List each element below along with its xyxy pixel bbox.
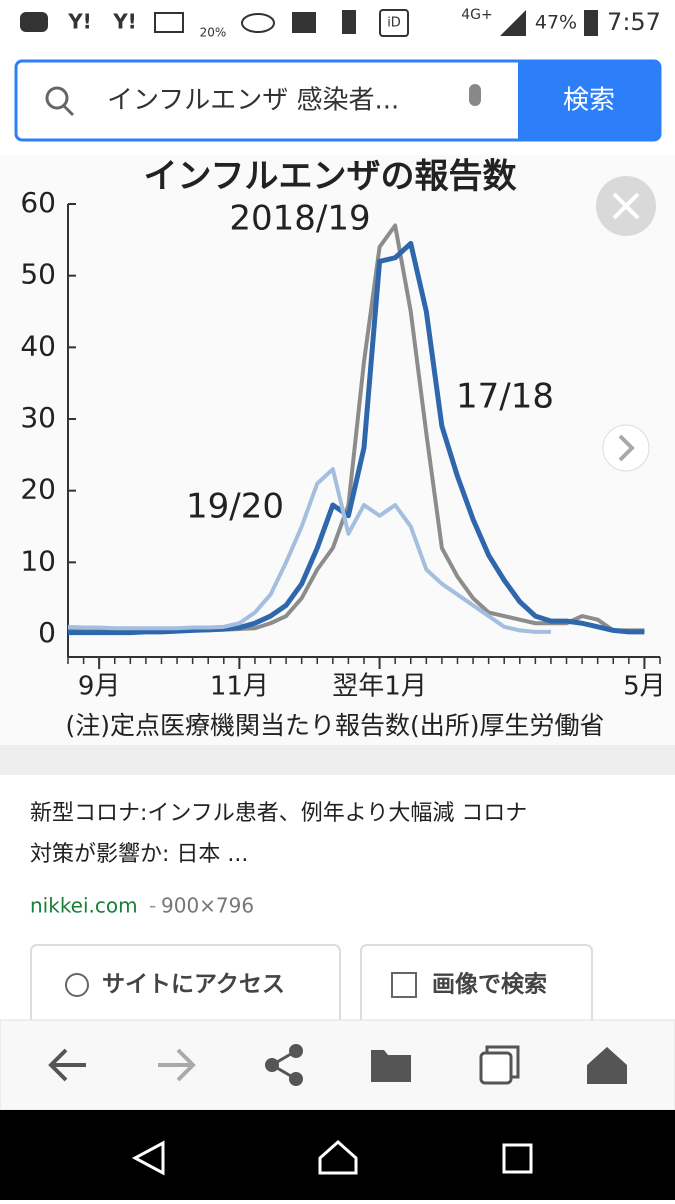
id-icon bbox=[379, 9, 409, 37]
series-label: 19/20 bbox=[186, 487, 284, 527]
forward-button[interactable] bbox=[158, 1048, 196, 1082]
yahoo-icon: Y! bbox=[67, 10, 92, 34]
series-label: 17/18 bbox=[456, 377, 554, 417]
series-line bbox=[68, 240, 645, 636]
id-text: iD bbox=[387, 16, 401, 31]
image-icon bbox=[292, 12, 316, 33]
result-source[interactable]: nikkei.com bbox=[30, 894, 138, 918]
y-tick-label: 0 bbox=[38, 616, 56, 649]
chat-icon bbox=[20, 12, 48, 32]
weather-text: 20% bbox=[200, 26, 227, 40]
chart-image[interactable] bbox=[0, 155, 675, 745]
mail-icon bbox=[154, 12, 184, 33]
y-tick-label: 10 bbox=[20, 544, 56, 577]
y-tick-label: 20 bbox=[20, 473, 56, 506]
back-button[interactable] bbox=[48, 1048, 86, 1082]
yahoo-icon: Y! bbox=[112, 10, 137, 34]
y-tick-label: 60 bbox=[20, 186, 56, 219]
search-button-label[interactable]: 検索 bbox=[563, 86, 615, 116]
result-title[interactable]: 新型コロナ:インフル患者、例年より大幅減 コロナ bbox=[30, 801, 527, 826]
separator: - bbox=[149, 894, 156, 918]
series-label: 2018/19 bbox=[229, 199, 370, 239]
next-icon bbox=[618, 434, 635, 462]
image-search-icon bbox=[391, 972, 417, 998]
image-search-label[interactable]: 画像で検索 bbox=[432, 971, 547, 998]
series-line bbox=[67, 467, 551, 634]
y-tick-label: 50 bbox=[20, 258, 56, 291]
cloud-icon bbox=[241, 13, 275, 33]
result-title[interactable]: 対策が影響か: 日本 ... bbox=[30, 842, 248, 867]
system-back[interactable] bbox=[131, 1140, 165, 1176]
chart: インフルエンザの報告数 0 10 20 30 40 50 60 9月 11月 翌年1月 5月 2018/… bbox=[20, 157, 665, 741]
bookmarks-button[interactable] bbox=[371, 1050, 411, 1082]
x-tick-label: 9月 bbox=[78, 672, 121, 702]
phone-icon bbox=[342, 10, 356, 34]
mic-icon[interactable] bbox=[469, 84, 481, 106]
globe-icon bbox=[65, 973, 89, 997]
search-icon bbox=[45, 86, 69, 110]
y-tick-label: 30 bbox=[20, 401, 56, 434]
close-icon bbox=[612, 192, 640, 220]
network-text: 4G+ bbox=[461, 7, 493, 23]
clock: 7:57 bbox=[607, 8, 661, 36]
divider bbox=[0, 745, 675, 775]
x-tick-label: 5月 bbox=[623, 672, 666, 702]
home-button[interactable] bbox=[587, 1047, 627, 1084]
y-tick-label: 40 bbox=[20, 329, 56, 362]
search-query[interactable]: インフルエンザ 感染者... bbox=[107, 86, 399, 116]
share-button[interactable] bbox=[265, 1044, 303, 1086]
visit-site-label[interactable]: サイトにアクセス bbox=[102, 972, 285, 998]
search-button[interactable] bbox=[518, 61, 660, 140]
next-button[interactable] bbox=[602, 424, 650, 472]
search-icon-handle bbox=[62, 104, 75, 117]
chart-title: インフルエンザの報告数 bbox=[144, 157, 517, 197]
system-nav-bar bbox=[0, 1110, 675, 1200]
system-recents[interactable] bbox=[502, 1143, 533, 1174]
battery-text: 47% bbox=[535, 12, 577, 34]
tabs-icon bbox=[485, 1045, 520, 1079]
status-bar bbox=[0, 0, 675, 45]
browser-toolbar bbox=[0, 1019, 675, 1111]
x-tick-label: 翌年1月 bbox=[332, 672, 427, 702]
chart-note: (注)定点医療機関当たり報告数(出所)厚生労働省 bbox=[65, 711, 604, 740]
battery-icon bbox=[584, 10, 598, 36]
x-tick-label: 11月 bbox=[210, 672, 269, 702]
result-size: 900×796 bbox=[161, 894, 254, 918]
tabs-button[interactable] bbox=[479, 1051, 513, 1085]
signal-icon bbox=[500, 10, 526, 36]
system-home[interactable] bbox=[318, 1139, 358, 1175]
